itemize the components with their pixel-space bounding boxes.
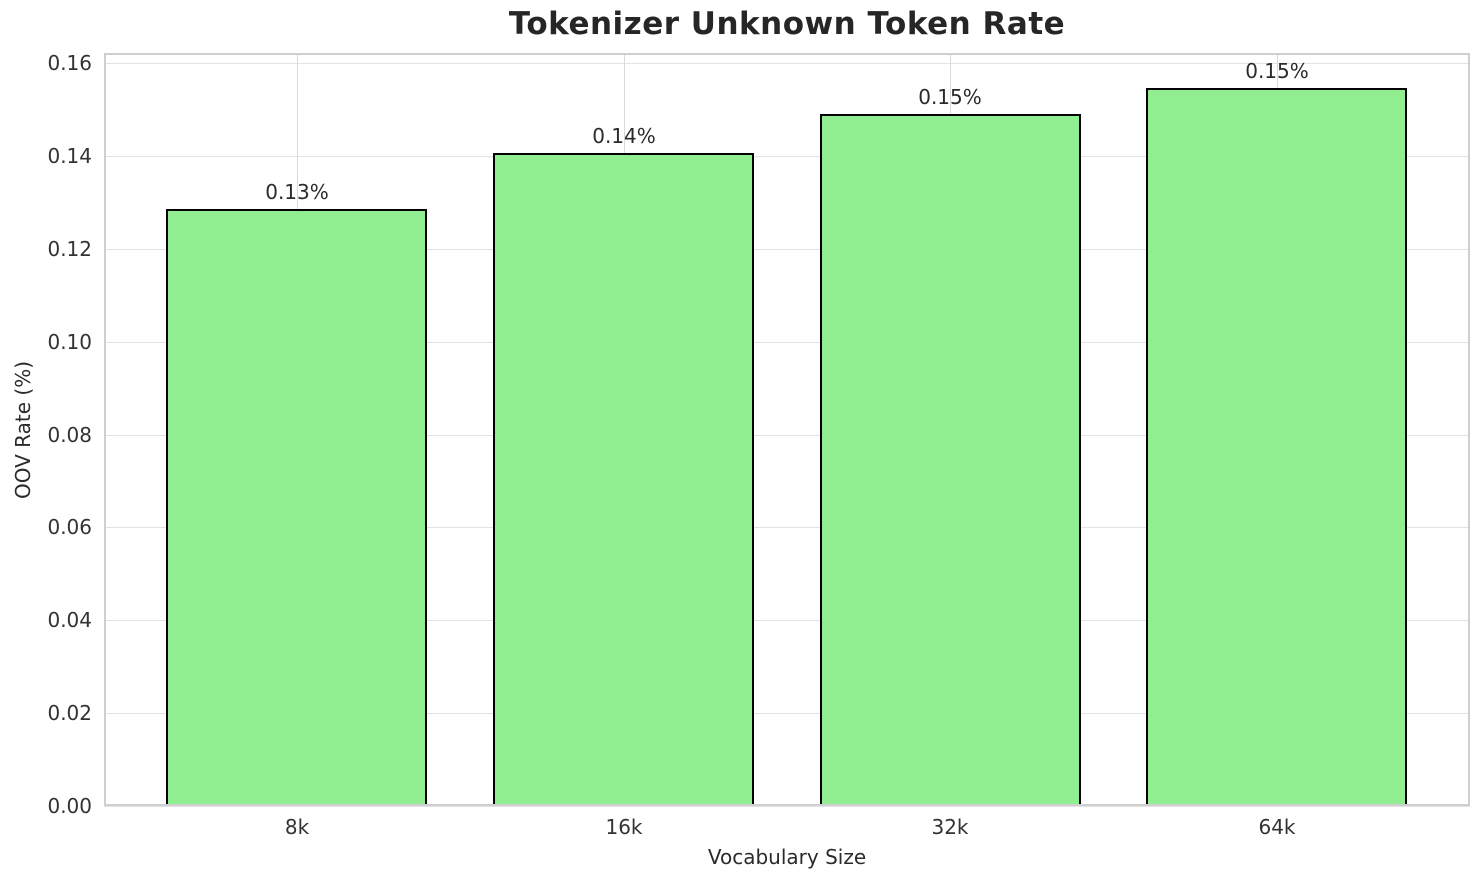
bar-32k (820, 114, 1081, 806)
y-tick-label: 0.02 (47, 701, 92, 726)
horizontal-gridline (104, 63, 1470, 65)
y-tick-label: 0.14 (47, 144, 92, 169)
horizontal-gridline (104, 248, 1470, 250)
y-tick-label: 0.00 (47, 794, 92, 818)
bar-value-label: 0.13% (265, 180, 329, 204)
horizontal-gridline (104, 434, 1470, 436)
x-tick-label: 64k (1258, 815, 1296, 839)
horizontal-gridline (104, 806, 1470, 807)
chart-title: Tokenizer Unknown Token Rate (508, 6, 1066, 42)
x-axis-label: Vocabulary Size (707, 845, 867, 869)
bar-8k (166, 209, 427, 806)
bar-value-label: 0.15% (1245, 59, 1309, 83)
horizontal-gridline (104, 713, 1470, 715)
bar-value-label: 0.15% (918, 85, 982, 109)
bar-64k (1146, 88, 1407, 806)
horizontal-gridline (104, 527, 1470, 529)
plot-area: 0.13% 0.14% 0.15% 0.15% (104, 53, 1470, 807)
horizontal-gridline (104, 620, 1470, 622)
bar-value-label: 0.14% (592, 124, 656, 148)
y-tick-label: 0.08 (47, 422, 92, 447)
horizontal-gridline (104, 156, 1470, 158)
y-tick-label: 0.16 (47, 51, 92, 76)
y-tick-label: 0.12 (47, 236, 92, 261)
x-tick-label: 16k (605, 815, 643, 839)
y-tick-label: 0.04 (47, 608, 92, 633)
horizontal-gridline (104, 341, 1470, 343)
x-tick-label: 8k (284, 815, 310, 839)
y-tick-label: 0.10 (47, 329, 92, 354)
bar-16k (493, 153, 754, 806)
x-tick-label: 32k (931, 815, 969, 839)
y-tick-label: 0.06 (47, 515, 92, 540)
